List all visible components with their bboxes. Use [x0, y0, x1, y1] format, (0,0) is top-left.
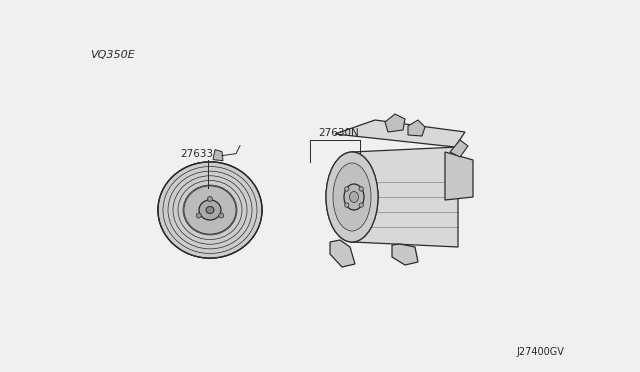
Polygon shape	[352, 147, 458, 247]
Polygon shape	[335, 120, 465, 147]
Polygon shape	[392, 244, 418, 265]
Ellipse shape	[158, 162, 262, 258]
Circle shape	[344, 203, 349, 207]
Polygon shape	[445, 152, 473, 200]
Circle shape	[359, 203, 364, 207]
Text: J27400GV: J27400GV	[516, 347, 564, 357]
Text: 27630N: 27630N	[318, 128, 359, 138]
Polygon shape	[408, 120, 425, 136]
Ellipse shape	[344, 184, 364, 210]
Ellipse shape	[349, 192, 358, 202]
Circle shape	[196, 213, 201, 218]
Ellipse shape	[184, 186, 236, 234]
Text: VQ350E: VQ350E	[90, 50, 135, 60]
Ellipse shape	[326, 152, 378, 242]
Circle shape	[207, 196, 212, 202]
Circle shape	[359, 187, 364, 191]
Polygon shape	[450, 140, 468, 157]
Ellipse shape	[199, 200, 221, 220]
Ellipse shape	[184, 186, 236, 234]
Ellipse shape	[206, 206, 214, 214]
Ellipse shape	[333, 163, 371, 231]
Polygon shape	[385, 114, 405, 132]
Ellipse shape	[326, 152, 378, 242]
Text: 27633: 27633	[180, 149, 213, 159]
Circle shape	[344, 187, 349, 191]
Polygon shape	[330, 240, 355, 267]
Polygon shape	[213, 150, 223, 161]
Circle shape	[219, 213, 224, 218]
